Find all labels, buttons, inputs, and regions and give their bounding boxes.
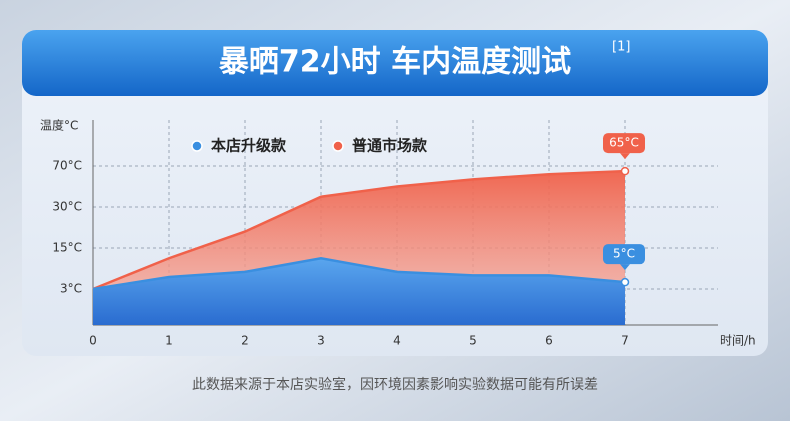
x-tick-label: 4 (393, 334, 401, 348)
note: 此数据来源于本店实验室，因环境因素影响实验数据可能有所误差 (192, 376, 598, 393)
x-tick-label: 6 (545, 334, 553, 348)
line (92, 256, 626, 291)
x-tick-label: 0 (89, 334, 97, 348)
title-banner (22, 30, 768, 96)
y-tick-label: 30°C (52, 200, 82, 214)
x-tick-label: 1 (165, 334, 173, 348)
chart-title: 暴晒72小时 车内温度测试 (219, 45, 571, 80)
value-label-pointer (620, 153, 630, 160)
footnote-marker: [1] (612, 40, 630, 55)
end-point (620, 277, 630, 287)
value-label-bg (603, 244, 645, 265)
y-tick-label: 15°C (52, 241, 82, 255)
value-label: 5°C (613, 247, 635, 261)
legend-marker (332, 140, 344, 152)
legend-label: 本店升级款 (211, 137, 287, 155)
value-label-pointer (620, 264, 630, 271)
line (92, 169, 626, 291)
legend-label: 普通市场款 (352, 137, 428, 155)
x-tick-label: 7 (621, 334, 629, 348)
x-axis-label: 时间/h (720, 334, 756, 348)
y-tick-label: 3°C (60, 282, 82, 296)
y-axis-label: 温度°C (40, 118, 78, 133)
x-tick-label: 2 (241, 334, 249, 348)
y-tick-label: 70°C (52, 159, 82, 173)
x-tick-label: 5 (469, 334, 477, 348)
x-tick-label: 3 (317, 334, 325, 348)
value-label-bg (603, 133, 645, 154)
end-point (620, 166, 630, 176)
value-label: 65°C (609, 136, 639, 150)
legend-marker (191, 140, 203, 152)
area-fill (93, 258, 625, 325)
